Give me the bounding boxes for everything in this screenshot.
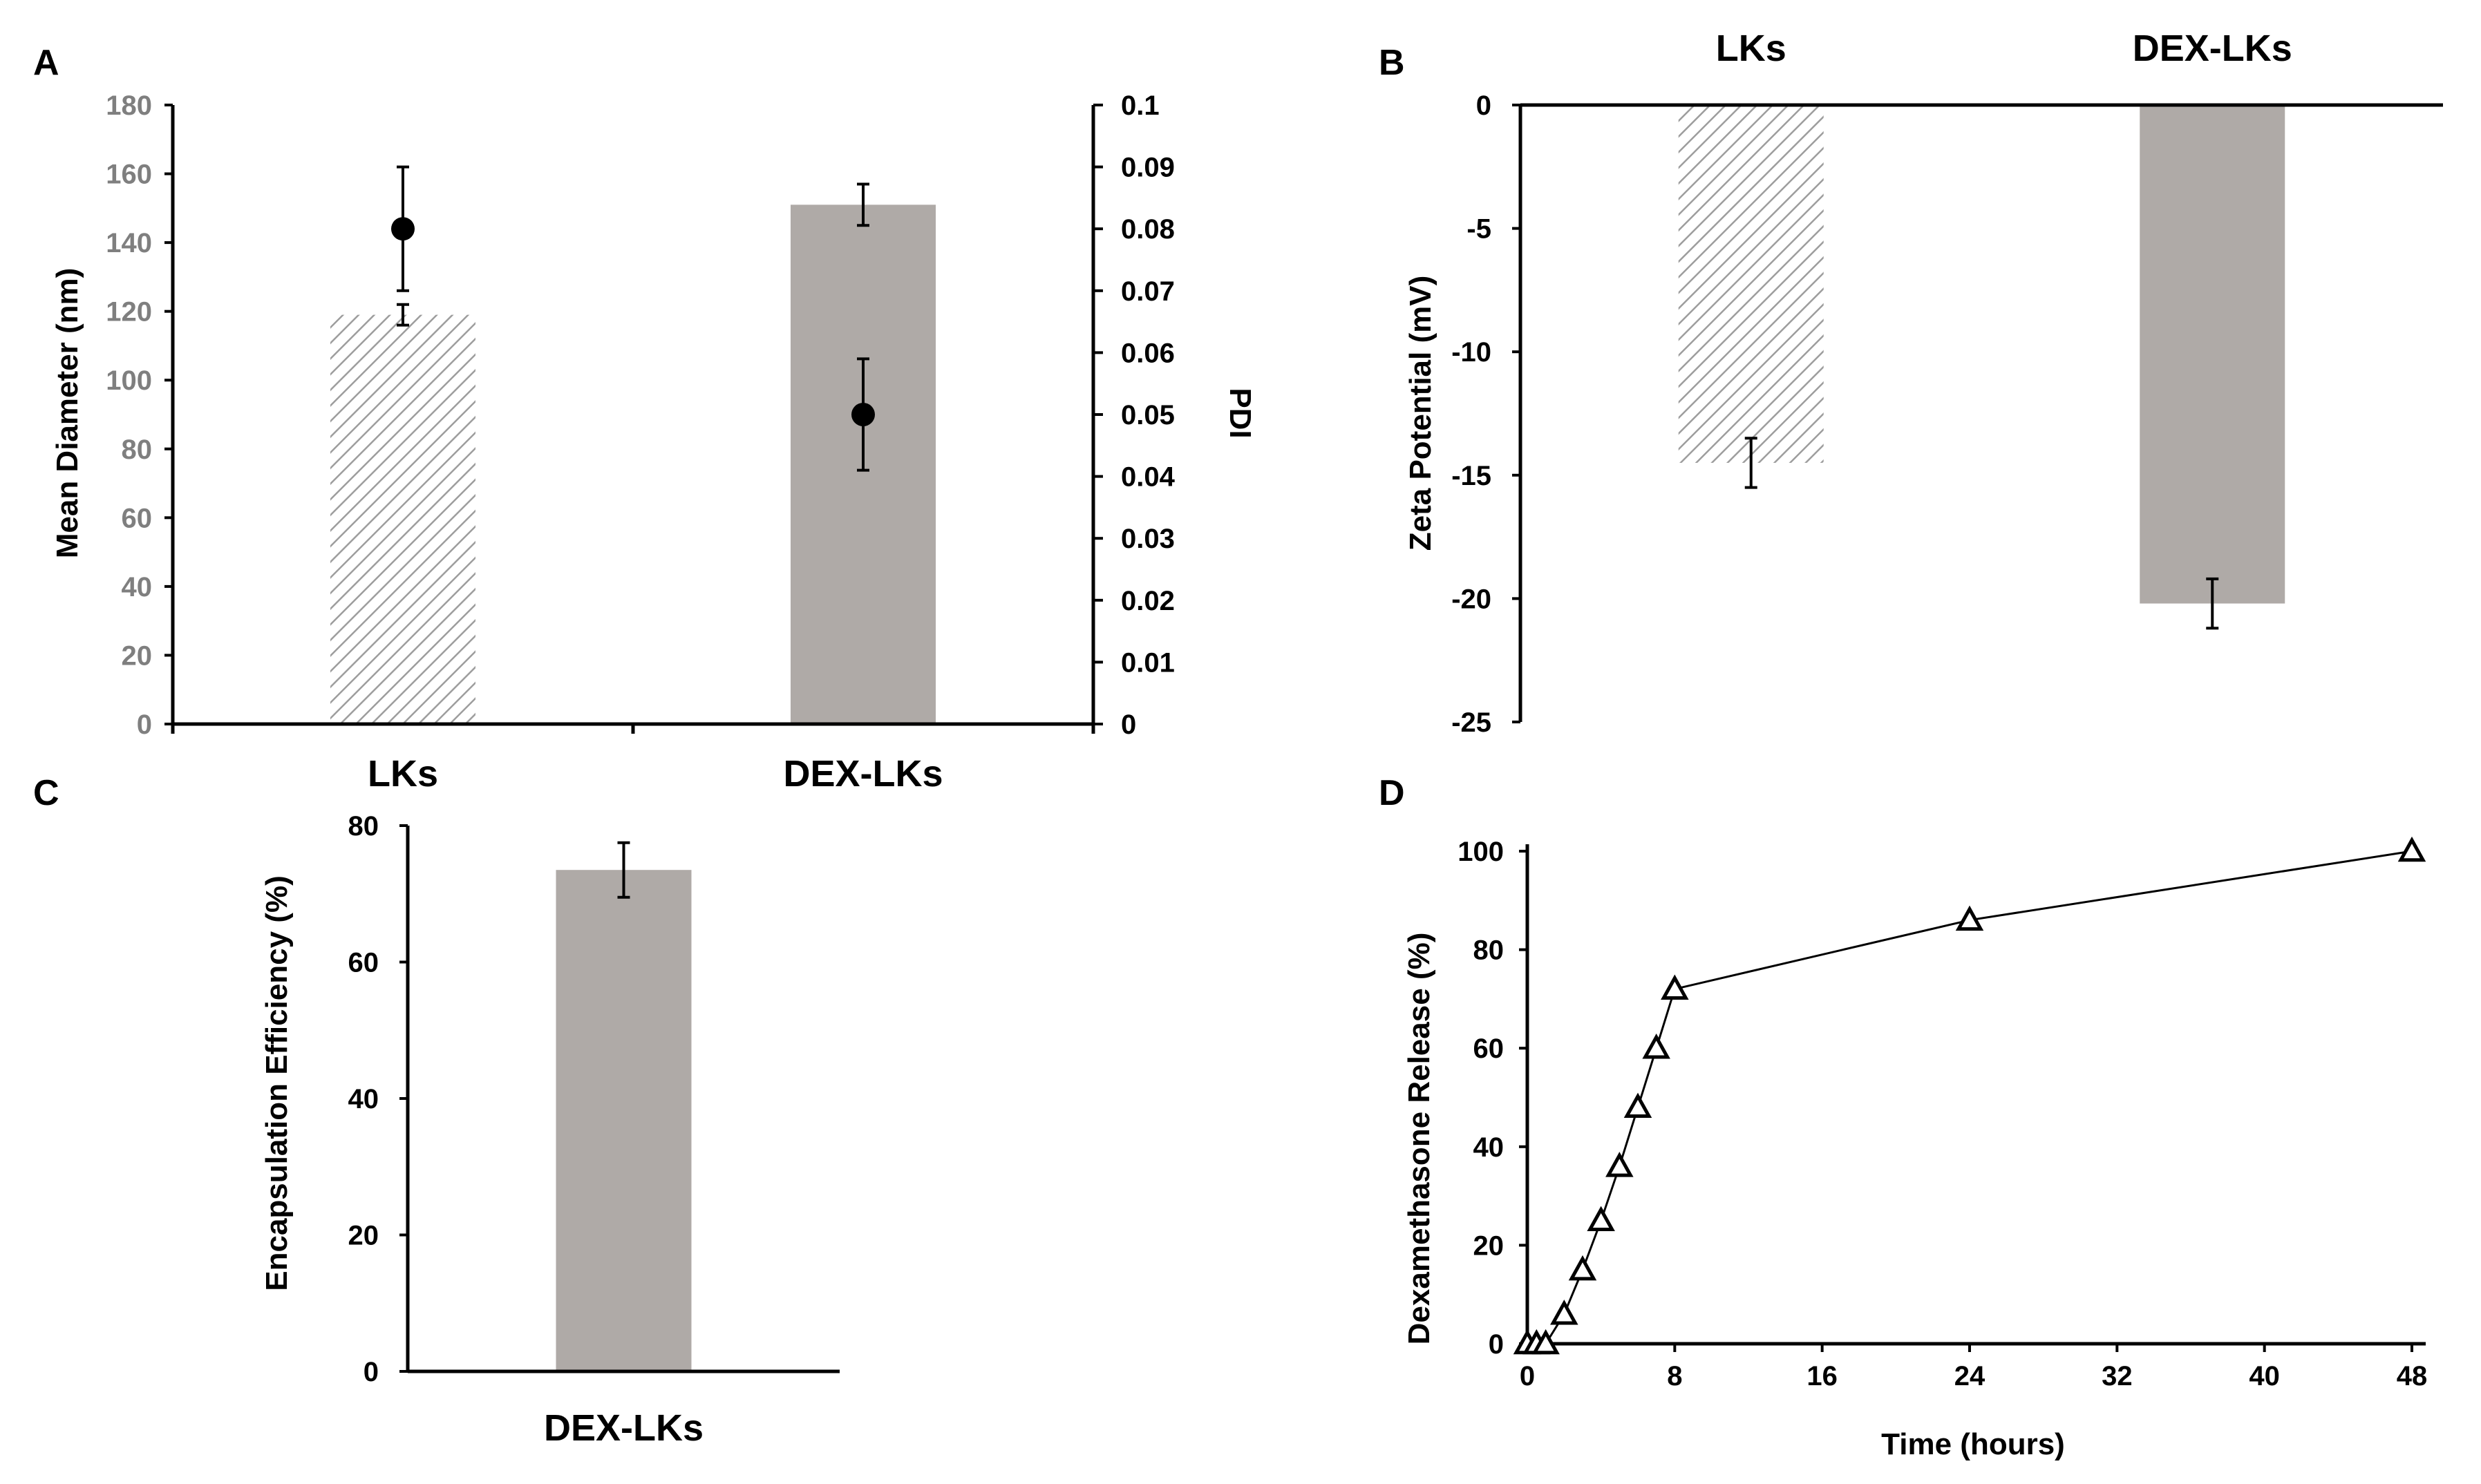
panel-label-b: B	[1379, 43, 1405, 83]
release-point	[1587, 1206, 1615, 1232]
release-point	[1531, 1329, 1560, 1355]
panel-c-y-axis-title: Encapsulation Efficiency (%)	[260, 875, 294, 1291]
panel-b-zeta-chart: LKs DEX-LKs 0 -5 -10 -15 -20 -25 Zeta Potential…	[1404, 28, 2443, 738]
y2-tick-label: 0.01	[1121, 647, 1175, 678]
y-tick-label: 0	[1489, 1329, 1504, 1360]
y-tick-label: -5	[1466, 214, 1491, 245]
bar-dex-lks	[2140, 105, 2285, 604]
panel-a-size-chart: 0 20 40 60 80 100 120 140 160 180 0 0.01 0.02 0.03 0.0…	[50, 91, 1257, 795]
release-point	[1568, 1255, 1597, 1281]
y-tick-label: 20	[122, 640, 153, 671]
panel-d-y-axis-title: Dexamethasone Release (%)	[1402, 933, 1436, 1345]
y-tick-label: -20	[1451, 584, 1491, 614]
panel-label-d: D	[1379, 773, 1405, 813]
y2-tick-label: 0.07	[1121, 276, 1175, 307]
bar-dex-lks	[556, 870, 692, 1371]
x-category-label: DEX-LKs	[783, 753, 943, 795]
x-tick-label: 40	[2249, 1361, 2280, 1391]
x-category-label: LKs	[1716, 28, 1786, 69]
release-point	[1955, 905, 1984, 931]
panel-label-a: A	[33, 43, 59, 83]
bar-lks	[1678, 105, 1824, 463]
y2-tick-label: 0.1	[1121, 91, 1160, 121]
pdi-point-dex-lks	[851, 403, 875, 426]
release-point	[1623, 1092, 1652, 1119]
y2-tick-label: 0.06	[1121, 338, 1175, 368]
x-tick-label: 0	[1520, 1361, 1535, 1391]
y2-tick-label: 0.03	[1121, 524, 1175, 554]
y-tick-label: 100	[106, 365, 152, 396]
y-tick-label: -25	[1451, 707, 1491, 738]
x-category-label: LKs	[368, 753, 438, 795]
panel-a-y-axis-title: Mean Diameter (nm)	[50, 268, 84, 559]
y2-tick-label: 0.08	[1121, 214, 1175, 245]
y2-tick-label: 0.09	[1121, 153, 1175, 183]
panel-d-release-chart: 0 20 40 60 80 100 0 8 16 24 32 40 48 Dexamethasone R…	[1402, 836, 2428, 1461]
pdi-point-lks	[391, 217, 415, 241]
y-tick-label: -15	[1451, 461, 1491, 491]
panel-c-encapsulation-chart: DEX-LKs 0 20 40 60 80 Encapsulation Efficienc…	[260, 811, 840, 1449]
release-point	[1605, 1152, 1634, 1177]
y-tick-label: 40	[348, 1084, 379, 1114]
y-tick-label: 40	[1473, 1132, 1504, 1163]
panel-d-x-axis-title: Time (hours)	[1881, 1427, 2065, 1461]
y-tick-label: 60	[1473, 1034, 1504, 1064]
bar-lks	[330, 314, 475, 725]
y-tick-label: 160	[106, 160, 152, 190]
y2-tick-label: 0.05	[1121, 400, 1175, 430]
y-tick-label: 120	[106, 297, 152, 327]
release-point	[1550, 1300, 1578, 1325]
release-point	[1642, 1034, 1670, 1059]
release-point	[1661, 974, 1689, 1000]
y-tick-label: 180	[106, 91, 152, 121]
y-tick-label: 40	[122, 572, 153, 602]
y2-tick-label: 0.02	[1121, 586, 1175, 616]
y-tick-label: 60	[348, 948, 379, 978]
y-tick-label: 20	[1473, 1230, 1504, 1261]
y-tick-label: -10	[1451, 337, 1491, 368]
y-tick-label: 20	[348, 1221, 379, 1251]
x-tick-label: 8	[1667, 1361, 1682, 1391]
x-tick-label: 24	[1954, 1361, 1985, 1391]
y-tick-label: 60	[122, 503, 153, 533]
y-tick-label: 100	[1458, 837, 1504, 867]
y-tick-label: 140	[106, 228, 152, 258]
panel-b-y-axis-title: Zeta Potential (mV)	[1404, 276, 1437, 551]
y-tick-label: 80	[122, 435, 153, 465]
y2-tick-label: 0.04	[1121, 462, 1176, 493]
y-tick-label: 0	[137, 710, 152, 740]
panel-label-c: C	[33, 773, 59, 813]
y2-tick-label: 0	[1121, 710, 1136, 740]
x-category-label: DEX-LKs	[2133, 28, 2292, 69]
x-tick-label: 48	[2397, 1361, 2428, 1391]
y-tick-label: 0	[1476, 91, 1491, 121]
x-tick-label: 32	[2102, 1361, 2133, 1391]
y-tick-label: 80	[348, 811, 379, 841]
panel-a-y2-axis-title: PDI	[1223, 388, 1257, 438]
x-category-label: DEX-LKs	[544, 1407, 704, 1449]
y-tick-label: 0	[364, 1357, 379, 1387]
y-tick-label: 80	[1473, 935, 1504, 966]
release-point	[2397, 836, 2426, 862]
x-tick-label: 16	[1806, 1361, 1838, 1391]
